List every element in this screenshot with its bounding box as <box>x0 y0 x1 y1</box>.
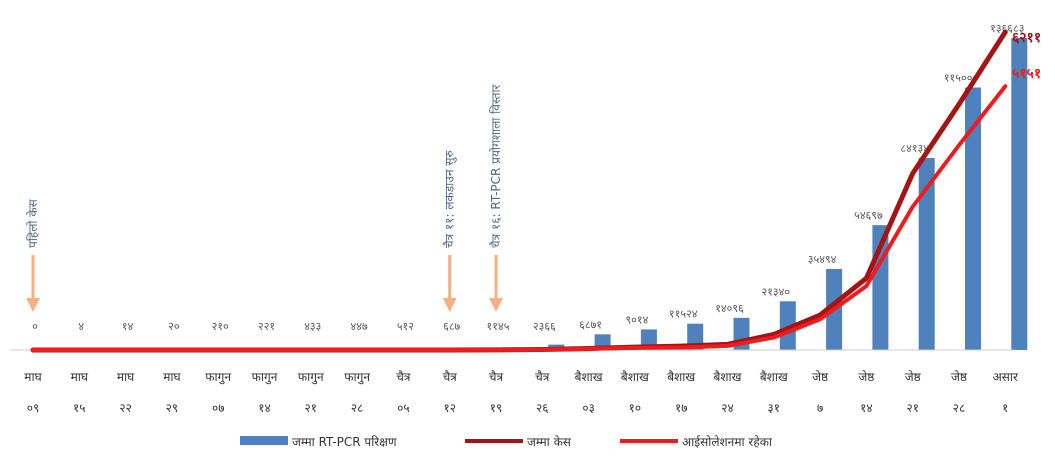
annotation-text: पहिलो केस <box>26 198 40 248</box>
x-tick-label: २९ <box>166 401 178 415</box>
annotation-arrow <box>442 255 457 312</box>
bar-value-label: १४०९६ <box>715 302 744 315</box>
legend-label: आईसोलेशनमा रहेका <box>682 435 773 449</box>
x-tick-label: चैत्र <box>489 370 504 384</box>
line-end-labels: ६२११ ५१५१ <box>1012 30 1041 82</box>
bar-value-label: ११५२४ <box>669 308 698 321</box>
bar <box>965 87 981 351</box>
bar-value-label: ४४७ <box>351 320 368 333</box>
x-tick-label: फागुन <box>344 370 370 385</box>
x-tick-label: चैत्र <box>396 370 411 384</box>
bar-value-label: २१० <box>212 320 229 333</box>
bar-value-label: १३६६८३ <box>990 22 1024 35</box>
bar-value-label: ६८७ <box>443 320 460 333</box>
x-tick-label: फागुन <box>205 370 231 385</box>
x-tick-label: जेष्ठ <box>951 370 968 384</box>
legend-item: आईसोलेशनमा रहेका <box>620 435 773 449</box>
annotation-text: चैत्र ११: लकडाउन सुरु <box>443 150 458 248</box>
legend-label: जम्मा RT-PCR परिक्षण <box>292 435 397 449</box>
x-tick-label: फागुन <box>298 370 324 385</box>
legend: जम्मा RT-PCR परिक्षण जम्मा केस आईसोलेशनमा … <box>240 435 773 449</box>
x-tick-label: फागुन <box>252 370 278 385</box>
bar-value-label: २३६६ <box>533 320 556 333</box>
annotation-text: चैत्र १६: RT-PCR प्रयोगशाला विस्तार <box>489 83 503 248</box>
bar-value-label: ११५००० <box>944 71 979 84</box>
line-end-label: ५१५१ <box>1012 66 1041 82</box>
bar-value-label: ११४५ <box>487 320 510 333</box>
x-tick-label: चैत्र <box>443 370 458 384</box>
x-tick-label: १७ <box>675 401 687 415</box>
x-tick-label: बैशाख <box>667 370 695 384</box>
x-tick-label: ०५ <box>397 401 409 415</box>
annotation-arrow <box>489 255 503 312</box>
x-tick-label: ७ <box>817 401 823 415</box>
bar-value-label: ५१२ <box>397 320 414 333</box>
x-tick-label: बैशाख <box>714 370 742 384</box>
bar-value-label: ५४६९७ <box>854 209 883 222</box>
bar-series <box>85 38 1028 351</box>
x-tick-label: २१ <box>906 401 918 415</box>
bar <box>918 157 935 350</box>
x-tick-label: १२ <box>443 401 455 415</box>
x-tick-label: माघ <box>117 370 135 384</box>
series-line <box>31 84 1008 352</box>
x-tick-label: जेष्ठ <box>812 370 829 384</box>
legend-item: जम्मा RT-PCR परिक्षण <box>240 435 397 449</box>
x-tick-label: असार <box>993 370 1019 384</box>
annotation-arrow <box>26 255 40 312</box>
bar-value-label: ९०१४ <box>625 313 648 326</box>
x-tick-label: ०३ <box>582 401 594 415</box>
x-tick-label: जेष्ठ <box>858 370 875 384</box>
bar-value-label: ४ <box>78 320 84 333</box>
bar-value-label: ४३३ <box>304 320 321 333</box>
bar <box>779 301 796 350</box>
bar-value-label: १४ <box>122 320 134 333</box>
x-axis-tick-labels: माघ ०९ माघ १५ माघ २२ माघ २९ फागुन ०७ फागुन १४ फागुन २… <box>24 370 1019 415</box>
x-tick-label: ०७ <box>212 401 224 415</box>
bar <box>1011 38 1028 350</box>
bar-value-label: ८४१३४ <box>900 142 929 155</box>
x-tick-label: १५ <box>73 401 85 415</box>
x-tick-label: २६ <box>536 401 548 415</box>
x-tick-label: चैत्र <box>535 370 550 384</box>
bar-value-label: २० <box>168 320 180 333</box>
x-tick-label: २८ <box>953 401 965 415</box>
x-tick-label: बैशाख <box>575 370 603 384</box>
bar-value-label: ३५४९४ <box>808 253 837 266</box>
x-tick-label: २१ <box>305 401 317 415</box>
legend-label: जम्मा केस <box>527 435 572 449</box>
legend-item: जम्मा केस <box>465 435 572 449</box>
x-tick-label: १० <box>629 401 641 415</box>
x-tick-label: १४ <box>860 401 872 415</box>
series-line <box>30 29 1008 353</box>
bar-value-label: २२१ <box>258 320 275 333</box>
x-tick-label: ३१ <box>768 401 780 415</box>
x-tick-label: माघ <box>71 370 89 384</box>
x-tick-label: १४ <box>258 401 270 415</box>
x-tick-label: जेष्ठ <box>905 370 922 384</box>
x-tick-label: २४ <box>721 401 733 415</box>
x-tick-label: ०९ <box>27 401 39 415</box>
bar-value-label: २१३४० <box>761 285 790 298</box>
x-tick-label: बैशाख <box>621 370 649 384</box>
x-tick-label: १९ <box>490 401 502 415</box>
bar-value-labels: ० ४ १४ २० २१० २२१ ४३३ ४४७ ५१२ ६८७ ११४५ २३६६ ६८७१ ९०१४… <box>32 22 1024 333</box>
x-tick-label: माघ <box>163 370 181 384</box>
x-tick-label: बैशाख <box>760 370 788 384</box>
line-series <box>30 29 1008 353</box>
x-tick-label: २२ <box>119 401 131 415</box>
bar-value-label: ० <box>32 320 38 333</box>
x-tick-label: २८ <box>351 401 363 415</box>
line-end-label: ६२११ <box>1012 30 1041 46</box>
bar-value-label: ६८७१ <box>579 318 602 331</box>
annotations: पहिलो केस चैत्र ११: लकडाउन सुरु चैत्र १६: … <box>26 83 503 312</box>
x-tick-label: माघ <box>24 370 42 384</box>
x-tick-label: १ <box>1002 401 1008 415</box>
